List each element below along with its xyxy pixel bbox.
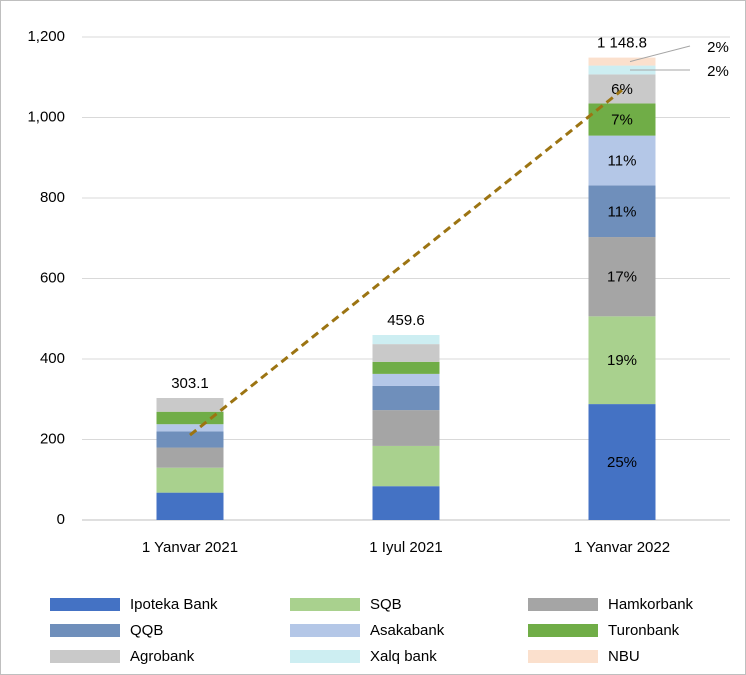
y-tick-label: 0 — [57, 511, 65, 528]
y-tick-label: 400 — [40, 350, 65, 367]
bar-segment — [588, 404, 656, 520]
legend-swatch — [290, 650, 360, 663]
data-label: 11% — [608, 203, 637, 220]
legend-swatch — [528, 650, 598, 663]
legend-swatch — [50, 624, 120, 637]
legend-label: NBU — [608, 648, 640, 665]
bar-segment — [588, 185, 656, 238]
legend-swatch — [290, 624, 360, 637]
leader-line — [629, 45, 691, 63]
legend-label: SQB — [370, 596, 402, 613]
bar-segment — [372, 373, 440, 386]
legend-swatch — [50, 650, 120, 663]
bar-segment — [372, 361, 440, 374]
x-tick-label: 1 Yanvar 2021 — [142, 539, 238, 556]
bar-segment — [156, 431, 224, 448]
data-label: 17% — [607, 269, 637, 286]
total-label: 303.1 — [171, 375, 209, 392]
y-tick-label: 200 — [40, 430, 65, 447]
legend-swatch — [290, 598, 360, 611]
bar-segment — [156, 424, 224, 432]
bar-segment — [156, 398, 224, 412]
bar-segment — [588, 57, 656, 66]
bar-segment — [588, 65, 656, 75]
y-tick-label: 800 — [40, 189, 65, 206]
legend-label: Ipoteka Bank — [130, 596, 218, 613]
y-tick-label: 1,200 — [27, 28, 65, 45]
bar-segment — [372, 445, 440, 487]
data-label: 2% — [707, 39, 729, 56]
legend-swatch — [528, 598, 598, 611]
bar-segment — [372, 385, 440, 411]
data-label: 19% — [607, 352, 637, 369]
x-tick-label: 1 Iyul 2021 — [369, 539, 442, 556]
bar-segment — [372, 344, 440, 362]
bar-segment — [588, 135, 656, 186]
bar-segment — [372, 486, 440, 520]
data-label: 11% — [608, 153, 637, 170]
y-tick-label: 1,000 — [27, 108, 65, 125]
bar-segment — [156, 492, 224, 520]
legend-label: Turonbank — [608, 622, 680, 639]
bar-segment — [372, 335, 440, 345]
legend-label: Agrobank — [130, 648, 195, 665]
legend-label: Xalq bank — [370, 648, 437, 665]
legend-swatch — [50, 598, 120, 611]
bar-segment — [588, 316, 656, 405]
data-label: 7% — [611, 111, 633, 128]
bar-segment — [372, 410, 440, 446]
bar-segment — [156, 411, 224, 425]
y-tick-label: 600 — [40, 269, 65, 286]
data-label: 6% — [611, 81, 633, 98]
x-tick-label: 1 Yanvar 2022 — [574, 539, 670, 556]
legend-label: Asakabank — [370, 622, 445, 639]
total-label: 459.6 — [387, 312, 425, 329]
trend-line — [189, 88, 623, 437]
bar-segment — [156, 447, 224, 468]
legend-swatch — [528, 624, 598, 637]
total-label: 1 148.8 — [597, 35, 647, 52]
bar-segment — [588, 74, 656, 104]
data-label: 2% — [707, 63, 729, 80]
legend-label: Hamkorbank — [608, 596, 694, 613]
legend-label: QQB — [130, 622, 163, 639]
data-label: 25% — [607, 454, 637, 471]
bar-segment — [588, 237, 656, 317]
bar-segment — [156, 467, 224, 493]
